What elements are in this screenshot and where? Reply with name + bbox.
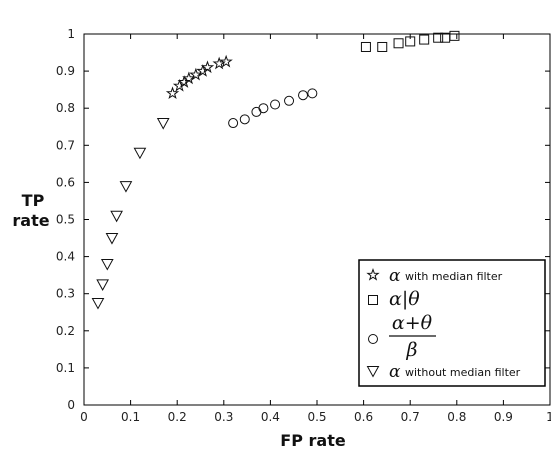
data-point-square (360, 41, 371, 52)
data-point-triangle-down (110, 210, 123, 223)
data-point-square (440, 32, 451, 43)
data-point-square (419, 34, 430, 45)
x-tick-label: 0.5 (307, 410, 326, 424)
data-point-star (165, 86, 180, 100)
legend-marker-triangle (366, 366, 380, 378)
data-point-star (182, 71, 196, 85)
data-point-square (377, 41, 388, 52)
data-point-star (219, 54, 233, 68)
data-point-circle (270, 99, 281, 110)
legend-box (358, 259, 546, 387)
data-point-star (200, 60, 215, 74)
data-point-circle (284, 95, 295, 106)
series-circle (228, 88, 318, 129)
y-tick-label: 0.6 (56, 175, 75, 189)
x-tick-label: 0.3 (214, 410, 233, 424)
data-point-star (196, 64, 210, 77)
y-axis-title-line2: rate (12, 211, 49, 230)
data-point-triangle-down (100, 259, 114, 271)
x-tick-label: 0.2 (168, 410, 187, 424)
data-point-circle (298, 90, 309, 101)
x-axis-title: FP rate (280, 431, 346, 450)
data-point-square (405, 36, 416, 47)
data-markers (91, 30, 460, 310)
y-axis-title-line1: TP (22, 191, 45, 210)
legend-symbol-triangle-down (366, 366, 380, 378)
data-point-star (189, 67, 203, 81)
y-tick-label: 0.7 (56, 138, 75, 152)
x-tick-label: 0.9 (494, 410, 513, 424)
data-point-triangle-down (91, 297, 105, 310)
data-point-square (449, 30, 460, 41)
legend-symbol-square (368, 295, 378, 305)
series-square (360, 30, 460, 52)
x-tick-label: 0.8 (447, 410, 466, 424)
legend-marker-square (368, 295, 378, 305)
legend-symbol-circle (368, 334, 378, 344)
series-triangle-down (91, 118, 170, 310)
data-point-circle (307, 88, 318, 99)
legend-alpha-1: α (389, 266, 401, 286)
data-point-triangle-down (105, 233, 119, 245)
data-point-triangle-down (119, 181, 133, 193)
data-point-square (393, 38, 404, 49)
data-point-circle (251, 106, 262, 117)
y-tick-label: 0.3 (56, 287, 75, 301)
data-point-circle (258, 103, 269, 114)
x-tick-label: 0.6 (354, 410, 373, 424)
legend: α with median filter α|θ α+θ β α without… (358, 259, 546, 387)
legend-label-with-median-filter: with median filter (405, 270, 503, 283)
axis-ticks: 0 0.1 0.2 0.3 0.4 0.5 0.6 0.7 0.8 0.9 1 0 0.1 0.2 0.3 0… (56, 27, 551, 424)
x-tick-label: 0 (80, 410, 88, 424)
data-point-triangle-down (133, 147, 147, 160)
data-point-triangle-down (156, 118, 170, 130)
legend-marker-star (366, 267, 380, 281)
x-tick-label: 1 (546, 410, 551, 424)
series-star (165, 54, 233, 100)
y-tick-label: 0.8 (56, 101, 75, 115)
x-tick-label: 0.1 (121, 410, 140, 424)
data-point-star (177, 75, 191, 88)
y-tick-label: 0.1 (56, 361, 75, 375)
data-point-circle (228, 118, 239, 129)
x-tick-label: 0.7 (401, 410, 420, 424)
y-tick-label: 0.2 (56, 324, 75, 338)
y-tick-label: 0.4 (56, 250, 75, 264)
legend-label-denominator: β (406, 339, 418, 361)
y-tick-label: 1 (67, 27, 75, 41)
data-point-circle (239, 114, 250, 125)
x-tick-label: 0.4 (261, 410, 280, 424)
y-tick-label: 0.5 (56, 213, 75, 227)
data-point-square (433, 32, 444, 43)
legend-label-numerator: α+θ (392, 312, 433, 334)
legend-marker-circle (368, 334, 378, 344)
data-point-star (172, 78, 187, 92)
legend-symbol-star (366, 267, 380, 281)
y-tick-label: 0 (67, 398, 75, 412)
legend-label-without-median-filter: without median filter (405, 366, 521, 379)
data-point-triangle-down (96, 279, 109, 291)
y-tick-label: 0.9 (56, 64, 75, 78)
legend-alpha-2: α (389, 362, 401, 382)
legend-label-alpha-given-theta: α|θ (389, 288, 420, 310)
